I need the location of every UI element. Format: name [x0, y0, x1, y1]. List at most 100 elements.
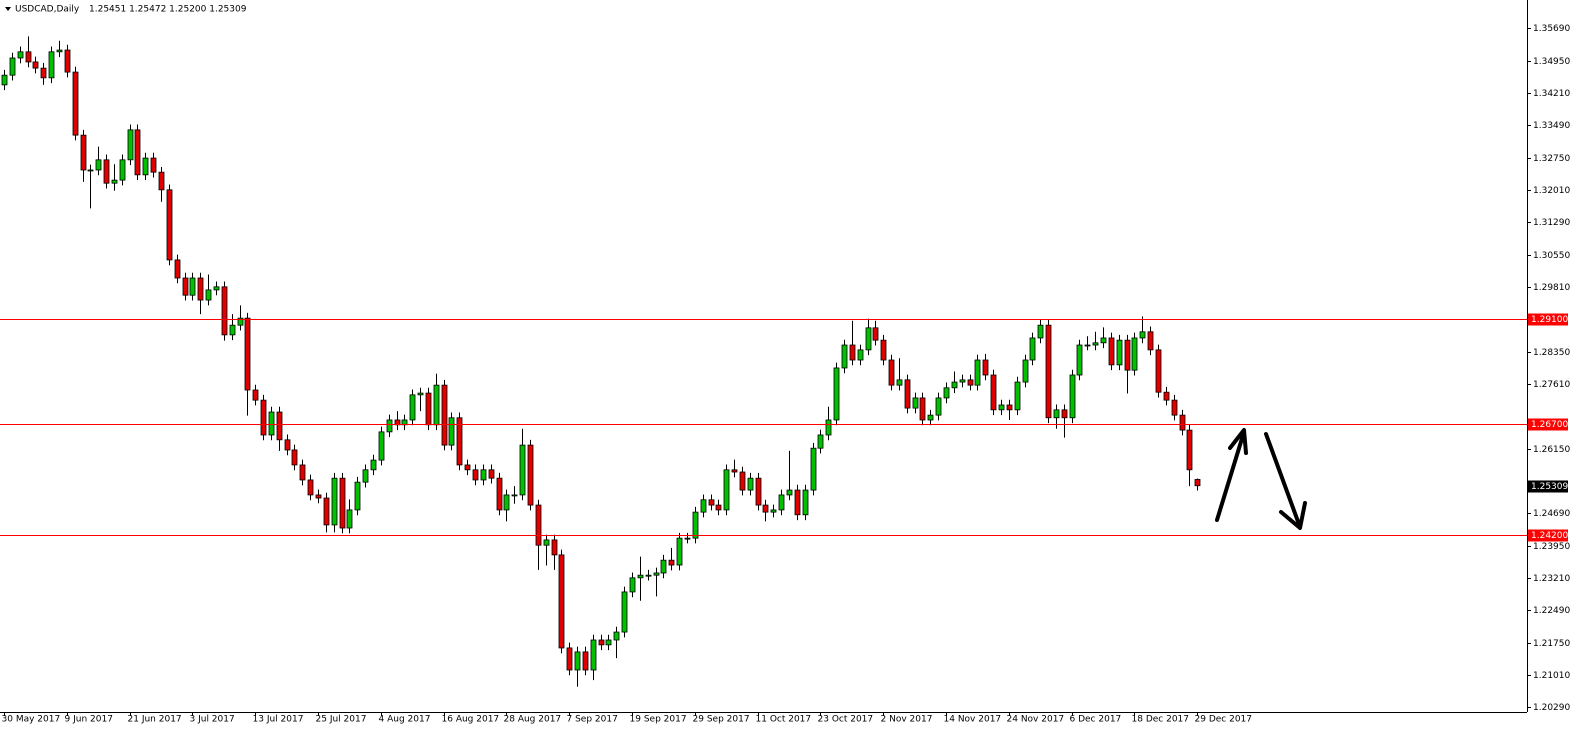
candle-body — [205, 289, 212, 301]
candle-body — [888, 359, 895, 386]
candle-body — [621, 591, 628, 633]
x-tick-label: 30 May 2017 — [2, 715, 61, 725]
candle-body — [158, 171, 165, 191]
candle-body — [700, 499, 707, 513]
candle-body — [1171, 399, 1178, 416]
candle-body — [127, 129, 134, 161]
candle-body — [543, 539, 550, 546]
candle-body — [87, 169, 94, 172]
candle-body — [833, 367, 840, 421]
level-label-bg — [1528, 418, 1568, 431]
candle-body — [566, 647, 573, 671]
x-tick-label: 23 Oct 2017 — [818, 715, 874, 725]
candle-body — [747, 477, 754, 491]
candle-body — [527, 444, 534, 506]
candle-body — [904, 379, 911, 409]
candle-body — [574, 651, 581, 671]
y-tick-label: 1.24690 — [1533, 509, 1570, 519]
x-tick-label: 3 Jul 2017 — [190, 715, 235, 725]
candle-body — [268, 411, 275, 436]
x-tick-label: 2 Nov 2017 — [881, 715, 933, 725]
candle-body — [56, 49, 63, 53]
candle-body — [1147, 331, 1154, 351]
candle-body — [32, 61, 39, 69]
candle-body — [645, 574, 652, 577]
candle-body — [331, 477, 338, 526]
candle-body — [1022, 359, 1029, 383]
x-tick-label: 19 Sep 2017 — [630, 715, 687, 725]
chart-title: USDCAD,Daily — [15, 5, 80, 15]
arrow-down — [1264, 432, 1302, 529]
level-label-bg — [1528, 529, 1568, 542]
candle-body — [1069, 374, 1076, 419]
candle-body — [676, 537, 683, 566]
level-label: 1.26700 — [1531, 420, 1568, 430]
candle-body — [841, 344, 848, 369]
plot-area — [1, 36, 1201, 687]
x-tick-label: 29 Sep 2017 — [693, 715, 750, 725]
candle-body — [503, 494, 510, 511]
candle-body — [951, 381, 958, 389]
candle-body — [9, 57, 16, 76]
candle-body — [935, 397, 942, 416]
candle-body — [762, 504, 769, 513]
current-price-bg — [1528, 480, 1568, 493]
candle-body — [857, 349, 864, 361]
candle-body — [810, 447, 817, 491]
candle-body — [723, 469, 730, 511]
candle-body — [17, 51, 24, 59]
candle-body — [480, 469, 487, 481]
candle-body — [1131, 337, 1138, 371]
candle-body — [896, 379, 903, 386]
ohlc-header: 1.25451 1.25472 1.25200 1.25309 — [89, 5, 247, 15]
x-tick-label: 29 Dec 2017 — [1195, 715, 1253, 725]
candle-body — [182, 277, 189, 296]
candle-body — [409, 394, 416, 421]
candle-body — [990, 374, 997, 411]
x-tick-label: 21 Jun 2017 — [128, 715, 182, 725]
x-tick-label: 4 Aug 2017 — [379, 715, 431, 725]
candle-body — [496, 477, 503, 511]
candle-body — [684, 537, 691, 540]
candle-body — [1155, 349, 1162, 393]
candle-body — [229, 324, 236, 336]
candle-body — [370, 459, 377, 471]
candle-body — [872, 327, 879, 341]
candle-body — [692, 511, 699, 539]
x-tick-label: 18 Dec 2017 — [1132, 715, 1190, 725]
candle-body — [1100, 337, 1107, 344]
candle-body — [72, 71, 79, 136]
candle-body — [817, 434, 824, 449]
y-tick-label: 1.30550 — [1533, 251, 1570, 261]
candle-body — [1014, 381, 1021, 411]
candle-body — [456, 417, 463, 466]
candle-body — [739, 471, 746, 491]
candle-body — [959, 379, 966, 383]
candle-body — [150, 157, 157, 173]
candle-body — [315, 494, 322, 499]
candle-body — [1037, 324, 1044, 339]
candle-body — [715, 504, 722, 511]
candle-body — [25, 51, 32, 63]
candle-body — [1092, 342, 1099, 346]
candle-body — [64, 49, 71, 73]
candle-body — [1061, 409, 1068, 419]
candle-body — [362, 469, 369, 483]
menu-triangle[interactable] — [5, 7, 11, 11]
candle-body — [770, 509, 777, 513]
candle-body — [637, 574, 644, 579]
candle-body — [605, 639, 612, 646]
x-tick-label: 9 Jun 2017 — [65, 715, 113, 725]
y-tick-label: 1.26150 — [1533, 445, 1570, 455]
candle-body — [558, 554, 565, 649]
y-tick-label: 1.32750 — [1533, 154, 1570, 164]
candle-body — [119, 159, 126, 181]
candle-body — [778, 494, 785, 511]
candle-body — [378, 431, 385, 461]
candle-body — [174, 259, 181, 279]
level-label-bg — [1528, 313, 1568, 326]
candle-body — [613, 631, 620, 641]
candle-body — [786, 489, 793, 496]
candle-body — [590, 639, 597, 671]
